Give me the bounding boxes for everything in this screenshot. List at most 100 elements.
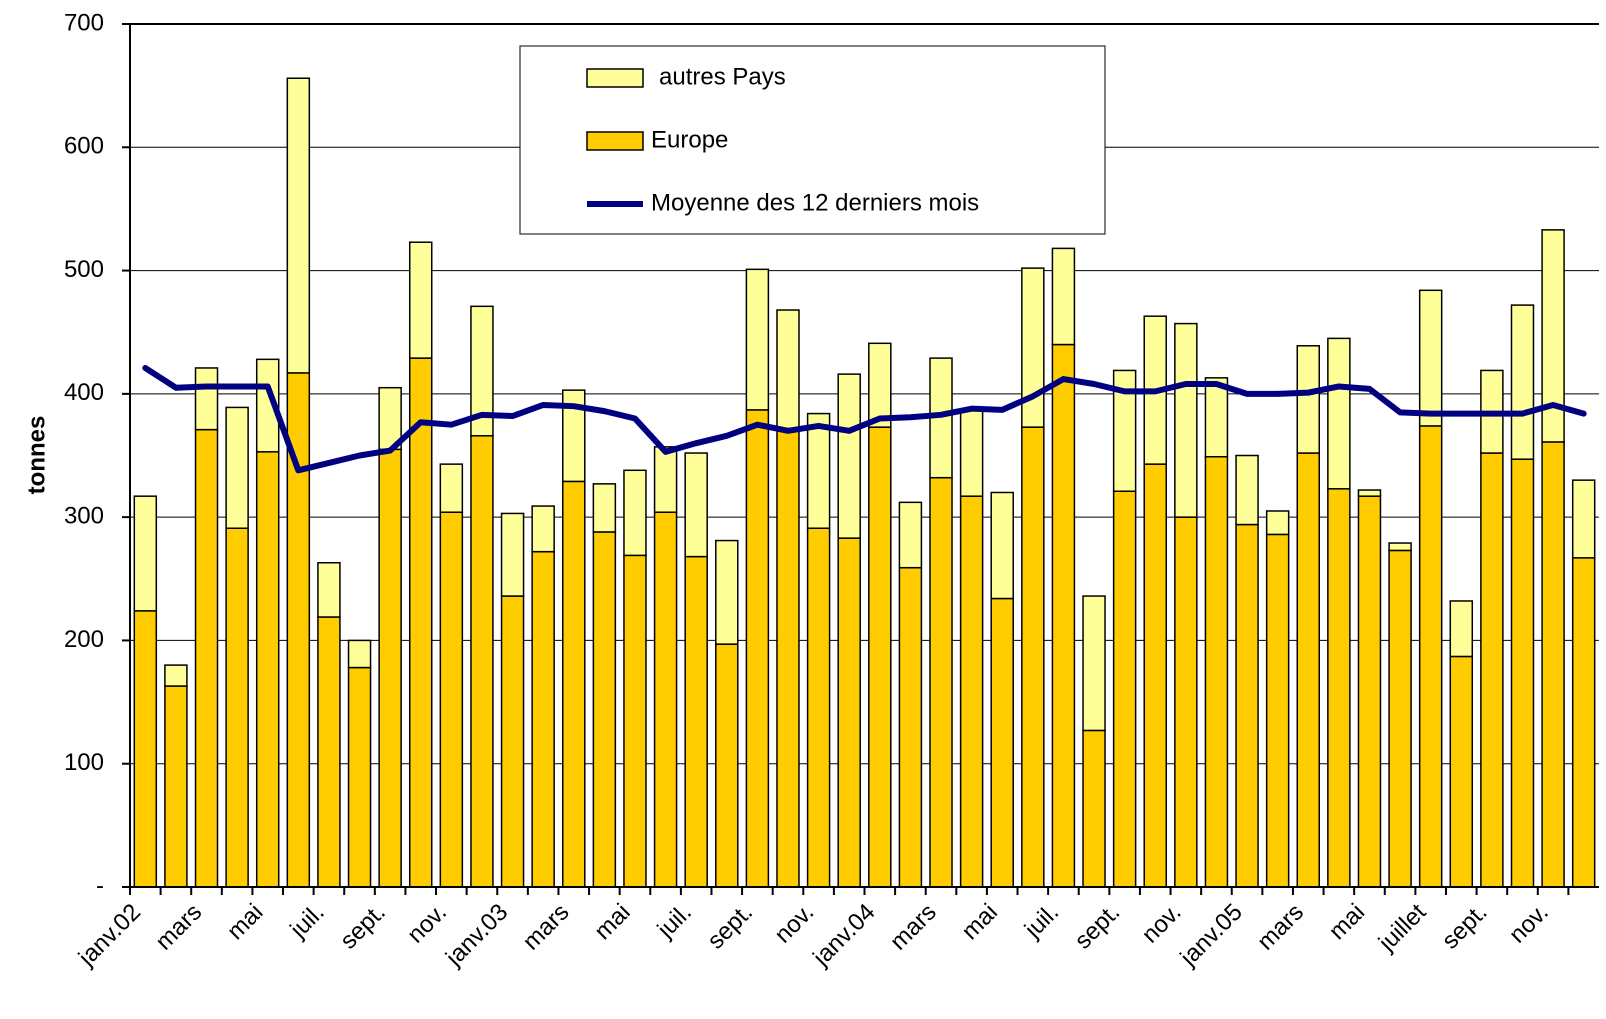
bar-segment <box>745 409 770 888</box>
bar-segment <box>1388 549 1412 888</box>
x-tick-label: mars <box>518 899 575 956</box>
legend-label: autres Pays <box>659 63 786 90</box>
bar-segment <box>1449 655 1474 888</box>
bar-segment <box>470 435 494 888</box>
bar-segment <box>959 495 984 888</box>
bar-segment <box>1174 322 1198 518</box>
x-tick-label: sept. <box>702 899 758 955</box>
y-tick-label: 500 <box>64 256 104 283</box>
bar-segment <box>684 555 708 888</box>
bar-segment <box>929 476 953 888</box>
bar-segment <box>470 305 494 437</box>
bar-segment <box>531 505 555 553</box>
bar-segment <box>1112 490 1137 888</box>
x-tick-label: mars <box>885 899 942 956</box>
bar-segment <box>623 469 647 557</box>
bar-segment <box>990 597 1014 888</box>
bar-segment <box>500 595 525 888</box>
bar-segment <box>776 427 800 888</box>
bar-segment <box>1357 495 1382 888</box>
legend-swatch <box>586 68 644 88</box>
bar-segment <box>225 527 249 888</box>
x-tick-label: nov. <box>1504 899 1554 949</box>
bar-segment <box>408 357 433 888</box>
bar-segment <box>1204 377 1229 458</box>
bar-segment <box>531 550 555 888</box>
y-tick-label: 700 <box>64 9 104 36</box>
bar-segment <box>898 501 923 569</box>
bar-segment <box>1510 304 1535 460</box>
bar-segment <box>1296 452 1321 888</box>
x-tick-label: mai <box>589 899 635 945</box>
bar-segment <box>959 409 984 497</box>
x-tick-label: sept. <box>1069 899 1125 955</box>
x-tick-label: sept. <box>335 899 391 955</box>
x-tick-label: juil. <box>1019 899 1064 944</box>
y-tick-label: 100 <box>64 749 104 776</box>
y-tick-label: 300 <box>64 502 104 529</box>
bar-segment <box>347 639 372 669</box>
bar-segment <box>1480 452 1504 888</box>
bar-segment <box>623 554 647 888</box>
bar-segment <box>837 537 861 888</box>
bar-segment <box>1082 595 1106 732</box>
bar-segment <box>1112 369 1137 493</box>
bar-segment <box>1541 229 1565 443</box>
legend-label: Moyenne des 12 derniers mois <box>651 189 979 216</box>
x-tick-label: mai <box>222 899 268 945</box>
x-tick-label: mars <box>150 899 207 956</box>
bar-segment <box>164 664 188 687</box>
bar-segment <box>684 452 708 558</box>
bar-segment <box>592 531 617 888</box>
bar-segment <box>317 616 341 888</box>
x-tick-label: sept. <box>1437 899 1493 955</box>
bar-segment <box>1235 523 1259 888</box>
x-tick-label: mai <box>957 899 1003 945</box>
bar-segment <box>868 342 892 428</box>
bar-segment <box>1327 337 1351 490</box>
bar-segment <box>898 566 923 888</box>
x-tick-label: nov. <box>402 899 452 949</box>
bar-segment <box>1143 463 1167 888</box>
bar-segment <box>1571 479 1596 559</box>
bar-segment <box>286 77 311 374</box>
x-tick-label: juil. <box>284 899 329 944</box>
bar-segment <box>1021 267 1045 428</box>
y-tick-label: 200 <box>64 626 104 653</box>
y-tick-label: - <box>96 872 104 899</box>
bar-segment <box>133 610 158 888</box>
bar-segment <box>133 495 158 612</box>
bar-segment <box>562 480 586 888</box>
bar-segment <box>255 451 280 888</box>
bar-segment <box>837 373 861 539</box>
bar-segment <box>408 241 433 359</box>
bar-segment <box>1265 510 1290 536</box>
bar-segment <box>1021 426 1045 888</box>
bar-segment <box>806 527 831 888</box>
bar-segment <box>1265 533 1290 888</box>
y-tick-label: 400 <box>64 379 104 406</box>
bar-segment <box>194 428 219 888</box>
bar-segment <box>1541 441 1565 888</box>
bar-segment <box>653 511 678 888</box>
y-axis-label: tonnes <box>23 416 50 495</box>
bar-segment <box>1571 557 1596 888</box>
bar-segment <box>500 512 525 597</box>
bar-segment <box>439 463 464 513</box>
x-tick-label: nov. <box>1137 899 1187 949</box>
bar-segment <box>1418 289 1443 427</box>
bar-segment <box>1449 600 1474 658</box>
bar-segment <box>1327 488 1351 888</box>
bar-segment <box>1388 542 1412 552</box>
bar-segment <box>1051 343 1076 888</box>
bar-segment <box>868 426 892 888</box>
x-tick-label: mai <box>1324 899 1370 945</box>
bar-segment <box>164 685 188 888</box>
bar-segment <box>1082 729 1106 888</box>
bar-segment <box>317 562 341 618</box>
bar-segment <box>1174 516 1198 888</box>
x-tick-label: nov. <box>769 899 819 949</box>
x-tick-label: juil. <box>652 899 697 944</box>
bar-segment <box>347 666 372 888</box>
